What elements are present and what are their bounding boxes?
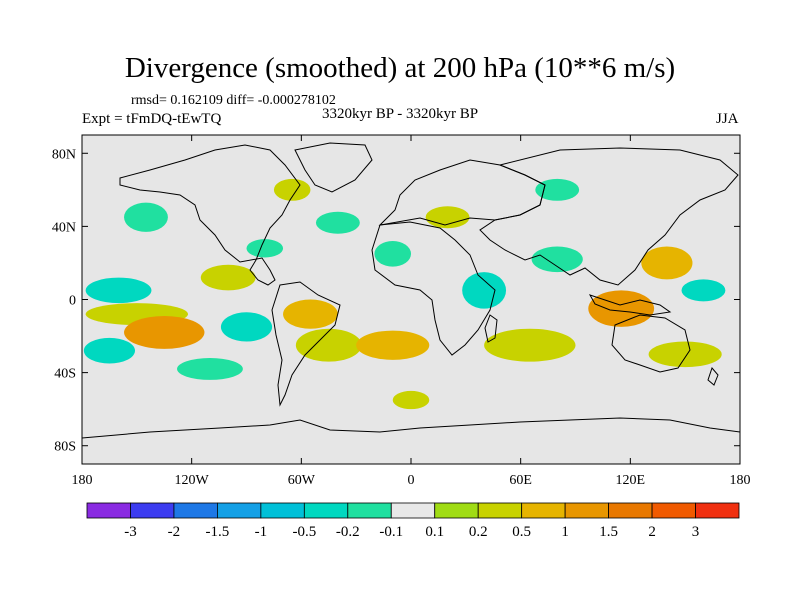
anomaly-region-11 [273, 178, 311, 201]
y-tick-label-3: 40S [54, 367, 76, 382]
colorbar-swatch-10 [521, 502, 566, 519]
x-tick-label-1: 120W [175, 473, 210, 488]
experiment-label: Expt = tFmDQ-tEwTQ [82, 111, 222, 127]
coastline-asia [479, 147, 739, 286]
anomaly-region-17 [484, 328, 576, 362]
anomaly-region-13 [374, 241, 411, 267]
anomaly-region-12 [315, 211, 360, 234]
colorbar-label-12: 2 [648, 524, 656, 540]
colorbar-swatch-11 [564, 502, 610, 519]
colorbar-swatch-12 [608, 502, 653, 519]
x-tick-label-2: 60W [288, 473, 316, 488]
anomaly-region-23 [535, 178, 580, 201]
anomaly-region-8 [220, 312, 273, 342]
x-axis: 180 120W 60W 0 60E 120E 180 [72, 135, 751, 488]
colorbar-label-8: 0.2 [469, 524, 488, 540]
colorbar-swatch-7 [390, 502, 436, 519]
anomaly-region-9 [283, 299, 338, 329]
colorbar-label-7: 0.1 [425, 524, 444, 540]
colorbar-label-13: 3 [692, 524, 700, 540]
colorbar-label-9: 0.5 [512, 524, 531, 540]
coastline-new-zealand [707, 367, 719, 386]
coastline-north-america [119, 144, 301, 286]
y-tick-label-1: 40N [52, 220, 76, 235]
stats-line: rmsd= 0.162109 diff= -0.000278102 [131, 93, 336, 108]
period-label: 3320kyr BP - 3320kyr BP [322, 106, 479, 122]
plot-title: Divergence (smoothed) at 200 hPa (10**6 … [124, 52, 676, 84]
colorbar-label-3: -1 [255, 524, 268, 540]
anomaly-region-0 [124, 202, 168, 232]
coastline-madagascar [484, 314, 498, 343]
y-axis: 80N 40N 0 40S 80S [52, 147, 740, 455]
anomaly-region-7 [246, 239, 284, 258]
anomaly-region-16 [462, 272, 507, 309]
x-tick-label-3: 0 [408, 473, 415, 488]
colorbar-swatch-4 [260, 502, 305, 519]
anomaly-region-14 [356, 330, 430, 360]
season-label: JJA [716, 111, 739, 127]
colorbar-swatch-5 [303, 502, 349, 519]
colorbar-swatch-1 [130, 502, 175, 519]
y-tick-label-4: 80S [54, 440, 76, 455]
anomaly-region-21 [648, 341, 722, 368]
anomaly-region-20 [641, 246, 693, 280]
anomaly-region-22 [681, 279, 726, 302]
colorbar-label-11: 1.5 [599, 524, 618, 540]
anomaly-region-5 [177, 357, 243, 380]
y-tick-label-2: 0 [69, 294, 76, 309]
coastline-australia [611, 314, 691, 373]
anomaly-region-24 [392, 390, 430, 410]
anomaly-region-3 [124, 315, 205, 349]
colorbar-label-5: -0.2 [336, 524, 360, 540]
y-tick-label-0: 80N [52, 147, 76, 162]
colorbar-label-2: -1.5 [206, 524, 230, 540]
colorbar-swatch-3 [216, 502, 262, 519]
anomaly-region-4 [83, 337, 136, 364]
coastline-greenland [294, 142, 373, 193]
colorbar-swatch-0 [86, 502, 131, 519]
colorbar: -3 -2 -1.5 -1 -0.5 -0.2 -0.1 0.1 0.2 0.5 1 1.5 2 3 [86, 502, 740, 540]
coastline-africa [371, 221, 496, 356]
anomaly-region-10 [295, 328, 362, 362]
anomaly-region-6 [200, 264, 256, 291]
anomaly-region-18 [531, 246, 583, 273]
anomaly-region-1 [85, 277, 152, 304]
colorbar-label-6: -0.1 [379, 524, 403, 540]
colorbar-label-1: -2 [168, 524, 181, 540]
x-tick-label-6: 180 [730, 473, 751, 488]
colorbar-label-0: -3 [124, 524, 137, 540]
colorbar-swatch-8 [434, 502, 479, 519]
anomaly-region-19 [588, 290, 655, 327]
coastline-indonesia [588, 294, 672, 316]
colorbar-label-4: -0.5 [292, 524, 316, 540]
coastline-south-america [271, 281, 341, 407]
colorbar-swatch-2 [173, 502, 218, 519]
colorbar-swatch-9 [477, 502, 523, 519]
coastline-antarctica [82, 417, 740, 439]
colorbar-swatch-14 [695, 502, 740, 519]
anomaly-region-15 [425, 206, 470, 229]
colorbar-swatch-13 [651, 502, 696, 519]
colorbar-swatch-6 [347, 502, 392, 519]
x-tick-label-4: 60E [509, 473, 532, 488]
x-tick-label-5: 120E [616, 473, 646, 488]
colorbar-label-10: 1 [561, 524, 569, 540]
coastline-layer [82, 142, 740, 439]
x-tick-label-0: 180 [72, 473, 93, 488]
